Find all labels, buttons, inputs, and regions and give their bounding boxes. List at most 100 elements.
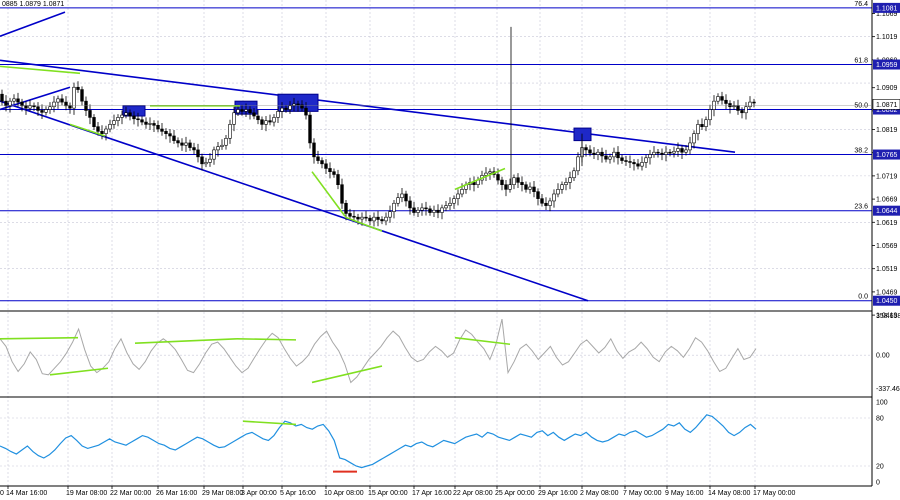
price-tick-label: 1.0569 [876,243,898,250]
time-tick-label: 22 Apr 08:00 [453,490,493,497]
candle-body [620,157,624,161]
price-tag-text: 1.0959 [876,62,898,69]
cci-divergence-line[interactable] [311,365,383,384]
price-panel[interactable]: 76.4 61.8 50.0 38.2 23.6 0.0 [0,1,872,302]
divergence-lines[interactable] [0,65,506,232]
candle-body [496,174,500,181]
time-tick-label: 0 [0,490,4,497]
candle-body [608,156,612,160]
grid-lines [0,0,872,486]
price-tick-label: 1.0669 [876,197,898,204]
price-tag-text: 1.0765 [876,152,898,159]
fib-level-label: 23.6 [854,204,868,211]
candle-body [428,208,432,213]
candle-body [228,124,232,139]
candle-body [132,115,136,120]
highlight-box[interactable] [573,127,592,142]
candle-body [524,184,528,190]
candle-body [136,118,140,121]
candle-body [320,160,324,165]
candle-body [160,128,164,132]
price-tag-text: 1.0450 [876,298,898,305]
cci-tick-label: 0.00 [876,353,890,360]
candle-body [532,186,536,192]
price-tick-label: 1.0519 [876,266,898,273]
candle-body [500,179,504,186]
candle-body [220,144,224,147]
candle-body [696,124,700,134]
price-tag [873,205,900,216]
divergence-line[interactable] [69,123,106,137]
candle-body [704,119,708,127]
divergence-line[interactable] [0,65,81,75]
candle-body [272,117,276,123]
current-price-text: 1.0871 [876,102,898,109]
candle-body [672,150,676,154]
candle-body [564,182,568,186]
rsi-tick-label: 100 [876,400,888,407]
candle-body [264,120,268,125]
trendline[interactable] [0,59,736,154]
rsi-tick-label: 0 [876,480,880,487]
candle-body [148,123,152,125]
time-axis[interactable]: 0 14 Mar 16:00 19 Mar 08:00 22 Mar 00:00 26 … [0,486,796,497]
rsi-panel [0,414,872,473]
divergence-line[interactable] [344,216,383,232]
cci-divergence-line[interactable] [0,336,79,340]
candle-body [656,151,660,154]
fib-level-label: 61.8 [854,58,868,65]
price-tag-text: 1.0644 [876,208,898,215]
time-tick-label: 15 Apr 00:00 [368,490,408,497]
price-tick-label: 1.0819 [876,127,898,134]
candle-body [380,219,384,222]
price-tag [873,59,900,70]
divergence-line[interactable] [454,167,506,191]
cci-divergence-line[interactable] [454,336,511,346]
divergence-line[interactable] [311,171,346,217]
cci-divergence-line[interactable] [49,367,109,376]
time-tick-label: 19 Mar 08:00 [66,490,107,497]
candle-body [188,142,192,148]
cci-divergence-line[interactable] [236,337,297,341]
candle-body [520,182,524,186]
price-axis[interactable]: 1.10691.10191.09691.09091.08591.08191.07… [0,2,900,487]
candle-body [48,106,52,110]
candle-body [184,142,188,146]
candle-body [708,109,712,121]
candle-body [440,207,444,213]
candle-body [392,202,396,212]
time-tick-label: 25 Apr 00:00 [495,490,535,497]
candle-body [576,156,580,172]
fibonacci-levels: 76.4 61.8 50.0 38.2 23.6 0.0 [0,1,872,302]
candle-body [72,86,76,109]
candle-body [104,128,108,134]
candle-body [8,100,12,107]
time-tick-label: 3 Apr 00:00 [241,490,277,497]
candle-body [304,107,308,116]
price-tag-text: 1.0862 [876,107,898,114]
fib-level-label: 76.4 [854,1,868,8]
candle-body [516,177,520,183]
candle-body [64,101,68,107]
candle-body [16,98,20,103]
candle-body [472,182,476,186]
candle-body [680,148,684,153]
candle-body [420,207,424,211]
candle-body [284,107,288,110]
candle-body [156,124,160,130]
candle-body [700,124,704,127]
candle-body [268,120,272,123]
trendline[interactable] [0,11,66,37]
candle-body [728,103,732,108]
cci-divergence-line[interactable] [134,337,238,344]
candle-body [408,200,412,209]
candle-body [684,149,688,153]
price-candles [0,26,756,227]
candle-body [436,209,440,213]
candle-body [340,184,344,204]
candle-body [596,151,600,155]
candle-body [40,110,44,113]
price-tag [873,2,900,13]
rsi-divergence-line[interactable] [242,420,297,426]
